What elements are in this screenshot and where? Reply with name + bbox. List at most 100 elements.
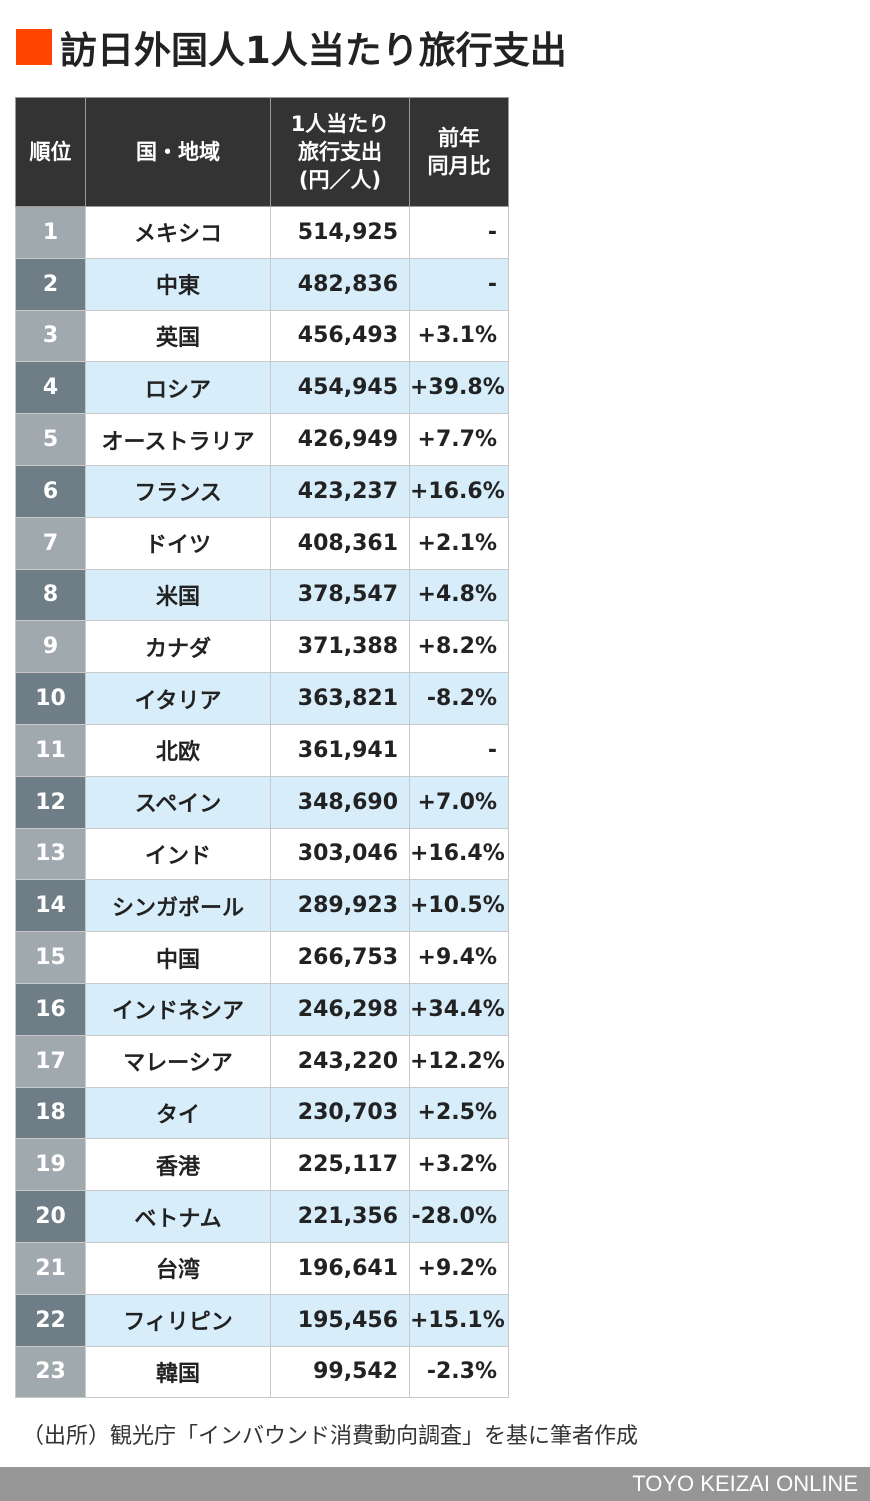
spend-cell: 482,836: [270, 257, 410, 311]
table-row: 10 イタリア 363,821 -8.2%: [15, 672, 509, 725]
source-note: （出所）観光庁「インバウンド消費動向調査」を基に筆者作成: [22, 1424, 639, 1449]
yoy-cell: +15.1%: [409, 1293, 509, 1347]
country-cell: イタリア: [85, 672, 271, 725]
header-yoy-line: 同月比: [427, 154, 491, 178]
footer-bar: TOYO KEIZAI ONLINE: [0, 1467, 870, 1501]
yoy-cell: +3.1%: [409, 309, 509, 363]
yoy-cell: +7.7%: [409, 413, 509, 466]
spend-cell: 196,641: [270, 1241, 410, 1295]
country-cell: ドイツ: [85, 516, 271, 570]
spend-cell: 378,547: [270, 568, 410, 622]
country-cell: 韓国: [85, 1345, 271, 1399]
rank-cell: 15: [15, 931, 86, 984]
spend-cell: 348,690: [270, 775, 410, 829]
country-cell: メキシコ: [85, 206, 271, 259]
table-row: 2 中東 482,836-: [15, 257, 509, 311]
yoy-cell: +10.5%: [409, 879, 509, 933]
rank-cell: 4: [15, 361, 86, 415]
yoy-cell: +3.2%: [409, 1138, 509, 1192]
yoy-cell: +7.0%: [409, 775, 509, 829]
country-cell: スペイン: [85, 775, 271, 829]
yoy-cell: -8.2%: [409, 672, 509, 725]
country-cell: 米国: [85, 568, 271, 622]
yoy-cell: -: [409, 206, 509, 259]
rank-cell: 11: [15, 723, 86, 777]
header-spend-line: 旅行支出: [298, 140, 382, 164]
yoy-cell: +34.4%: [409, 982, 509, 1036]
rank-cell: 16: [15, 982, 86, 1036]
yoy-cell: +9.4%: [409, 931, 509, 984]
country-cell: 台湾: [85, 1241, 271, 1295]
table-row: 3 英国 456,493 +3.1%: [15, 309, 509, 363]
country-cell: 英国: [85, 309, 271, 363]
spend-cell: 230,703: [270, 1086, 410, 1140]
table-row: 23 韓国 99,542 -2.3%: [15, 1345, 509, 1399]
spend-cell: 225,117: [270, 1138, 410, 1192]
table-row: 12 スペイン 348,690 +7.0%: [15, 775, 509, 829]
spend-cell: 289,923: [270, 879, 410, 933]
table-row: 7 ドイツ 408,361 +2.1%: [15, 516, 509, 570]
rank-cell: 7: [15, 516, 86, 570]
yoy-cell: -: [409, 257, 509, 311]
country-cell: 中国: [85, 931, 271, 984]
page-title: 訪日外国人1人当たり旅行支出: [60, 29, 567, 72]
yoy-cell: +2.1%: [409, 516, 509, 570]
header-spend-line: 1人当たり: [290, 112, 390, 136]
header-spend: 1人当たり 旅行支出 (円／人): [270, 97, 410, 207]
spend-cell: 454,945: [270, 361, 410, 415]
spend-cell: 246,298: [270, 982, 410, 1036]
spend-cell: 371,388: [270, 620, 410, 674]
table-row: 15 中国 266,753 +9.4%: [15, 931, 509, 984]
rank-cell: 1: [15, 206, 86, 259]
header-rank: 順位: [15, 97, 86, 207]
rank-cell: 13: [15, 827, 86, 881]
table-row: 20 ベトナム 221,356 -28.0%: [15, 1190, 509, 1243]
title-accent-square: [16, 29, 52, 65]
table-row: 16 インドネシア 246,298 +34.4%: [15, 982, 509, 1036]
rank-cell: 14: [15, 879, 86, 933]
country-cell: ロシア: [85, 361, 271, 415]
table-row: 17 マレーシア 243,220 +12.2%: [15, 1034, 509, 1088]
yoy-cell: +9.2%: [409, 1241, 509, 1295]
yoy-cell: -: [409, 723, 509, 777]
country-cell: シンガポール: [85, 879, 271, 933]
country-cell: ベトナム: [85, 1190, 271, 1243]
country-cell: マレーシア: [85, 1034, 271, 1088]
table-row: 11 北欧 361,941-: [15, 723, 509, 777]
country-cell: インドネシア: [85, 982, 271, 1036]
yoy-cell: -2.3%: [409, 1345, 509, 1399]
yoy-cell: +4.8%: [409, 568, 509, 622]
page-title-row: 訪日外国人1人当たり旅行支出: [16, 24, 567, 72]
rank-cell: 3: [15, 309, 86, 363]
spend-cell: 423,237: [270, 464, 410, 518]
spend-cell: 303,046: [270, 827, 410, 881]
yoy-cell: +8.2%: [409, 620, 509, 674]
table-row: 19 香港 225,117 +3.2%: [15, 1138, 509, 1192]
rank-cell: 20: [15, 1190, 86, 1243]
country-cell: オーストラリア: [85, 413, 271, 466]
spend-cell: 243,220: [270, 1034, 410, 1088]
rank-cell: 5: [15, 413, 86, 466]
spend-cell: 361,941: [270, 723, 410, 777]
table-body: 1 メキシコ 514,925-2 中東 482,836-3 英国 456,493 +3.1% 4…: [15, 206, 509, 1399]
rank-cell: 21: [15, 1241, 86, 1295]
table-row: 22 フィリピン 195,456 +15.1%: [15, 1293, 509, 1347]
table-row: 18 タイ 230,703 +2.5%: [15, 1086, 509, 1140]
spend-cell: 99,542: [270, 1345, 410, 1399]
table-header-row: 順位 国・地域 1人当たり 旅行支出 (円／人) 前年 同月比: [15, 97, 509, 207]
header-yoy: 前年 同月比: [409, 97, 509, 207]
spend-cell: 195,456: [270, 1293, 410, 1347]
spend-cell: 221,356: [270, 1190, 410, 1243]
yoy-cell: +16.6%: [409, 464, 509, 518]
country-cell: フィリピン: [85, 1293, 271, 1347]
rank-cell: 17: [15, 1034, 86, 1088]
table-row: 13 インド 303,046 +16.4%: [15, 827, 509, 881]
brand-logo-text: TOYO KEIZAI ONLINE: [632, 1471, 858, 1496]
rank-cell: 8: [15, 568, 86, 622]
yoy-cell: +12.2%: [409, 1034, 509, 1088]
country-cell: インド: [85, 827, 271, 881]
spend-cell: 514,925: [270, 206, 410, 259]
table-row: 21 台湾 196,641 +9.2%: [15, 1241, 509, 1295]
table-row: 8 米国 378,547 +4.8%: [15, 568, 509, 622]
table-row: 9 カナダ 371,388 +8.2%: [15, 620, 509, 674]
